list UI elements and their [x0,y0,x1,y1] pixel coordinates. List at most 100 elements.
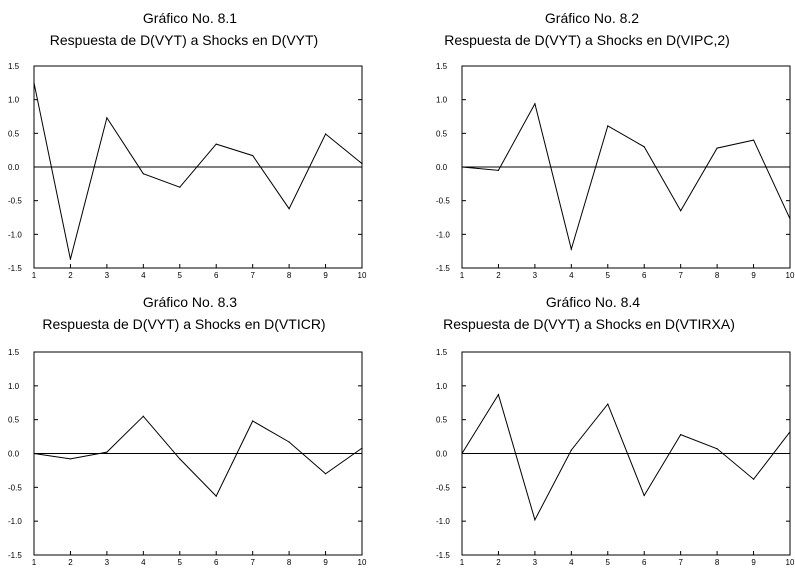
series-line [33,415,363,497]
y-tick-label: -1.5 [8,264,22,273]
data-point [534,519,536,521]
x-tick-label: 1 [460,271,465,280]
y-tick-label: 1.5 [8,348,20,357]
x-tick-label: 5 [606,558,611,567]
x-tick-label: 2 [68,271,73,280]
x-tick-label: 7 [678,271,683,280]
x-tick-label: 7 [250,558,255,567]
x-tick-label: 3 [533,271,538,280]
data-point [716,448,718,450]
x-tick-label: 4 [569,558,574,567]
y-tick-label: -1.5 [436,264,450,273]
data-point [106,117,108,119]
x-tick-label: 7 [678,558,683,567]
data-point [680,210,682,212]
y-tick-label: 0.0 [8,163,20,172]
y-tick-label: -1.5 [8,551,22,560]
y-tick-label: -0.5 [8,197,22,206]
data-point [142,415,144,417]
data-point [643,146,645,148]
data-point [570,248,572,250]
chart-number: Gráfico No. 8.2 [544,10,640,26]
data-point [106,451,108,453]
y-tick-label: 1.5 [436,62,448,71]
y-tick-label: -1.0 [8,230,22,239]
data-point [252,420,254,422]
y-tick-label: 1.0 [8,382,20,391]
chart-number: Gráfico No. 8.3 [142,294,238,310]
x-tick-label: 5 [178,271,183,280]
data-point [215,495,217,497]
data-point [361,447,363,449]
data-point [680,433,682,436]
y-tick-label: -1.0 [436,517,450,526]
data-point [33,452,35,455]
data-point [215,143,217,145]
line-chart-8-2: 1.5 1.0 0.5 0.0 -0.5 -1.0 -1.5 1 2 3 4 5 6 7 8 9 10 [436,62,795,280]
y-tick-label: 0.0 [436,163,448,172]
chart-panel-8-4: Gráfico No. 8.4 Respuesta de D(VYT) a Sh… [397,284,795,568]
y-tick-label: -0.5 [436,483,450,492]
x-tick-label: 7 [250,271,255,280]
x-tick-label: 6 [642,271,647,280]
x-tick-label: 1 [32,271,37,280]
x-tick-label: 4 [141,558,146,567]
y-tick-label: 1.5 [436,348,448,357]
data-point [288,441,290,443]
data-point [461,452,463,455]
line-chart-8-3: 1.5 1.0 0.5 0.0 -0.5 -1.0 -1.5 1 2 3 4 5 6 7 8 9 10 [8,348,367,567]
data-point [142,173,144,175]
y-tick-label: -1.0 [8,517,22,526]
data-point [643,494,645,497]
x-tick-label: 1 [460,558,465,567]
data-point [252,154,254,157]
x-tick-label: 8 [715,558,720,567]
y-tick-label: 0.5 [436,416,448,425]
data-point [789,431,791,433]
y-tick-label: 1.5 [8,62,20,71]
x-tick-label: 8 [715,271,720,280]
y-tick-label: 0.0 [436,450,448,459]
chart-title: Respuesta de D(VYT) a Shocks en D(VYT) [49,32,319,48]
y-tick-label: 1.0 [8,96,20,105]
y-tick-label: -1.5 [436,551,450,560]
chart-panel-8-3: Gráfico No. 8.3 Respuesta de D(VYT) a Sh… [0,284,397,568]
data-point [33,82,35,84]
data-point [607,125,609,127]
x-tick-label: 3 [533,558,538,567]
data-point [288,208,290,210]
series-line [33,82,363,260]
x-tick-label: 6 [214,271,219,280]
x-tick-label: 3 [105,271,110,280]
data-point [179,458,181,460]
y-tick-label: -1.0 [436,230,450,239]
chart-title: Respuesta de D(VYT) a Shocks en D(VIPC,2… [444,32,730,48]
x-tick-label: 10 [358,271,367,280]
x-tick-label: 2 [496,271,501,280]
data-point [361,163,363,165]
data-point [324,473,327,475]
data-point [179,186,181,188]
data-point [497,169,500,171]
data-point [789,218,791,220]
y-tick-label: 0.5 [8,416,20,425]
line-chart-8-4: 1.5 1.0 0.5 0.0 -0.5 -1.0 -1.5 1 2 3 4 5 6 7 8 9 10 [436,348,795,567]
chart-number: Gráfico No. 8.4 [545,294,641,310]
data-point [716,147,718,149]
x-tick-label: 4 [569,271,574,280]
chart-number: Gráfico No. 8.1 [142,10,238,26]
x-tick-label: 5 [178,558,183,567]
series-line [461,393,791,522]
chart-title: Respuesta de D(VYT) a Shocks en D(VTICR) [42,316,326,332]
chart-panel-8-2: Gráfico No. 8.2 Respuesta de D(VYT) a Sh… [397,0,795,284]
x-tick-label: 6 [642,558,647,567]
line-chart-8-1: 1.5 1.0 0.5 0.0 -0.5 -1.0 -1.5 1 2 3 4 5 6 7 8 9 10 [8,62,367,280]
x-tick-label: 9 [323,271,328,280]
y-tick-label: -0.5 [8,483,22,492]
x-tick-label: 4 [141,271,146,280]
series-line [461,102,791,251]
x-tick-label: 10 [358,558,367,567]
data-point [497,394,500,396]
data-point [752,139,755,141]
y-tick-label: 1.0 [436,96,448,105]
